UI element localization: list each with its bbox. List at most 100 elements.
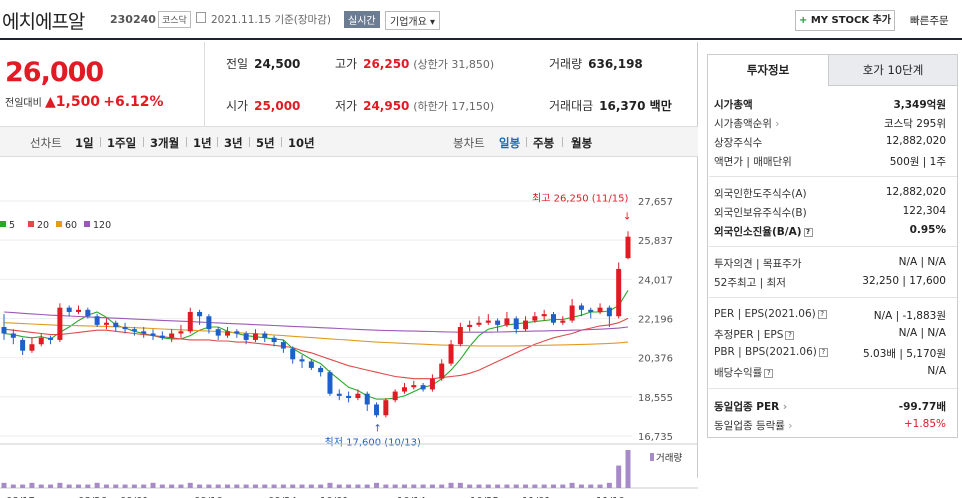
candle-body	[318, 367, 324, 373]
candle-body	[94, 316, 100, 325]
volume-bar	[532, 484, 538, 488]
volume-bar	[1, 482, 7, 488]
candle-body	[569, 305, 575, 321]
candle-body	[541, 314, 547, 317]
candle-body	[197, 311, 203, 317]
divider	[562, 137, 563, 147]
divider	[143, 137, 144, 147]
y-tick-label: 22,196	[638, 315, 673, 326]
line-chart-label: 선차트	[30, 136, 62, 150]
divider	[281, 137, 282, 147]
quick-order-link[interactable]: 빠른주문	[910, 15, 949, 27]
candlestick-chart[interactable]: 5 20 60 120 27,657 25,837 24,017 22,196 20,376 18…	[0, 178, 698, 498]
candle-body	[113, 322, 119, 328]
tab-10year[interactable]: 10년	[288, 136, 315, 150]
help-icon[interactable]: ?	[818, 347, 828, 357]
volume-bar	[122, 484, 128, 488]
volume-legend-label: 거래량	[656, 452, 682, 464]
help-icon[interactable]: ?	[803, 227, 813, 237]
industry-rate-row[interactable]: 동일업종 등락률 › +1.85%	[714, 418, 946, 436]
candle-body	[401, 387, 407, 392]
volume-bar	[169, 484, 175, 488]
volume-bar	[401, 484, 407, 488]
help-icon[interactable]: ?	[764, 368, 774, 378]
volume-bar	[420, 484, 426, 488]
candle-body	[103, 322, 109, 325]
open-price: 시가 25,000	[226, 97, 300, 114]
est-per-text: 추정PER | EPS	[714, 329, 784, 341]
foreign-limit-label: 외국인한도주식수(A)	[714, 188, 807, 200]
volume-bar	[457, 482, 463, 488]
volume-bar	[187, 482, 193, 488]
market-cap-row: 시가총액 3,349억원	[714, 97, 946, 115]
tab-1week[interactable]: 1주일	[107, 136, 137, 150]
volume-bar	[103, 484, 109, 488]
divider	[709, 246, 957, 247]
divider	[249, 137, 250, 147]
tab-weekly[interactable]: 주봉	[533, 136, 555, 150]
tab-order-book[interactable]: 호가 10단계	[828, 55, 957, 86]
divider	[709, 388, 957, 389]
volume-bar	[439, 484, 445, 488]
volume-bar	[252, 484, 258, 488]
company-info-dropdown[interactable]: 기업개요 ▾	[385, 11, 441, 30]
tab-monthly[interactable]: 월봉	[571, 136, 593, 150]
per-eps-value: N/A | -1,883원	[873, 310, 946, 322]
tab-1year[interactable]: 1년	[193, 136, 212, 150]
week52-label: 52주최고 | 최저	[714, 277, 786, 289]
industry-per-value: -99.77배	[898, 401, 946, 413]
tab-5year[interactable]: 5년	[256, 136, 275, 150]
arrow-down-icon: ↓	[623, 211, 631, 222]
listed-shares-value: 12,882,020	[885, 135, 946, 147]
y-tick-label: 25,837	[638, 236, 673, 247]
plus-icon: +	[798, 15, 808, 26]
realtime-button[interactable]: 실시간	[344, 11, 380, 28]
foreign-ratio-row: 외국인소진율(B/A)? 0.95%	[714, 224, 946, 242]
candle-body	[243, 333, 249, 340]
volume-bar	[85, 484, 91, 488]
candle-body	[355, 393, 361, 399]
volume-bar	[513, 484, 519, 488]
help-icon[interactable]: ?	[785, 330, 795, 340]
company-info-label: 기업개요	[390, 17, 427, 28]
volume-bar	[569, 482, 575, 488]
opinion-row: 투자의견 | 목표주가 N/A | N/A	[714, 256, 946, 274]
candle-body	[588, 309, 594, 312]
candle-body	[38, 337, 44, 345]
volume-bar	[308, 484, 314, 488]
divider	[0, 126, 698, 127]
candle-body	[606, 307, 612, 317]
week52-value: 32,250 | 17,600	[862, 275, 946, 287]
candle-body	[346, 395, 352, 399]
volume-bar	[485, 484, 491, 488]
legend-label: 120	[93, 220, 111, 231]
volume-bar	[606, 482, 612, 488]
candle-body	[504, 318, 510, 325]
my-stock-add-button[interactable]: + MY STOCK 추가	[795, 10, 895, 31]
tab-daily[interactable]: 일봉	[499, 136, 521, 150]
est-per-value: N/A | N/A	[898, 327, 946, 339]
tab-investment-info[interactable]: 투자정보	[708, 55, 828, 86]
tab-3year[interactable]: 3년	[224, 136, 243, 150]
price-change: 전일대비 ▲1,500 +6.12%	[5, 94, 164, 110]
help-icon[interactable]: ?	[817, 309, 827, 319]
industry-per-row[interactable]: 동일업종 PER › -99.77배	[714, 399, 946, 417]
low-price: 저가 24,950 (하한가 17,150)	[335, 97, 494, 114]
current-price-box: 26,000 전일대비 ▲1,500 +6.12%	[0, 42, 205, 126]
tab-1day[interactable]: 1일	[75, 136, 94, 150]
candle-body	[364, 393, 370, 405]
candle-chart-label: 봉차트	[453, 136, 485, 150]
volume-bar	[355, 484, 361, 488]
candle-body	[560, 320, 566, 323]
legend-swatch	[28, 221, 34, 227]
per-eps-row: PER | EPS(2021.06)? N/A | -1,883원	[714, 308, 946, 326]
volume-bar	[271, 484, 277, 488]
chevron-down-icon: ▾	[430, 17, 436, 28]
candle-body	[411, 385, 417, 388]
volume-bar	[578, 484, 584, 488]
market-cap-rank-row[interactable]: 시가총액순위 › 코스닥 295위	[714, 116, 946, 134]
tab-3month[interactable]: 3개월	[150, 136, 180, 150]
candle-body	[476, 322, 482, 325]
amount-label: 거래대금	[549, 99, 594, 113]
dividend-row: 배당수익률? N/A	[714, 365, 946, 383]
